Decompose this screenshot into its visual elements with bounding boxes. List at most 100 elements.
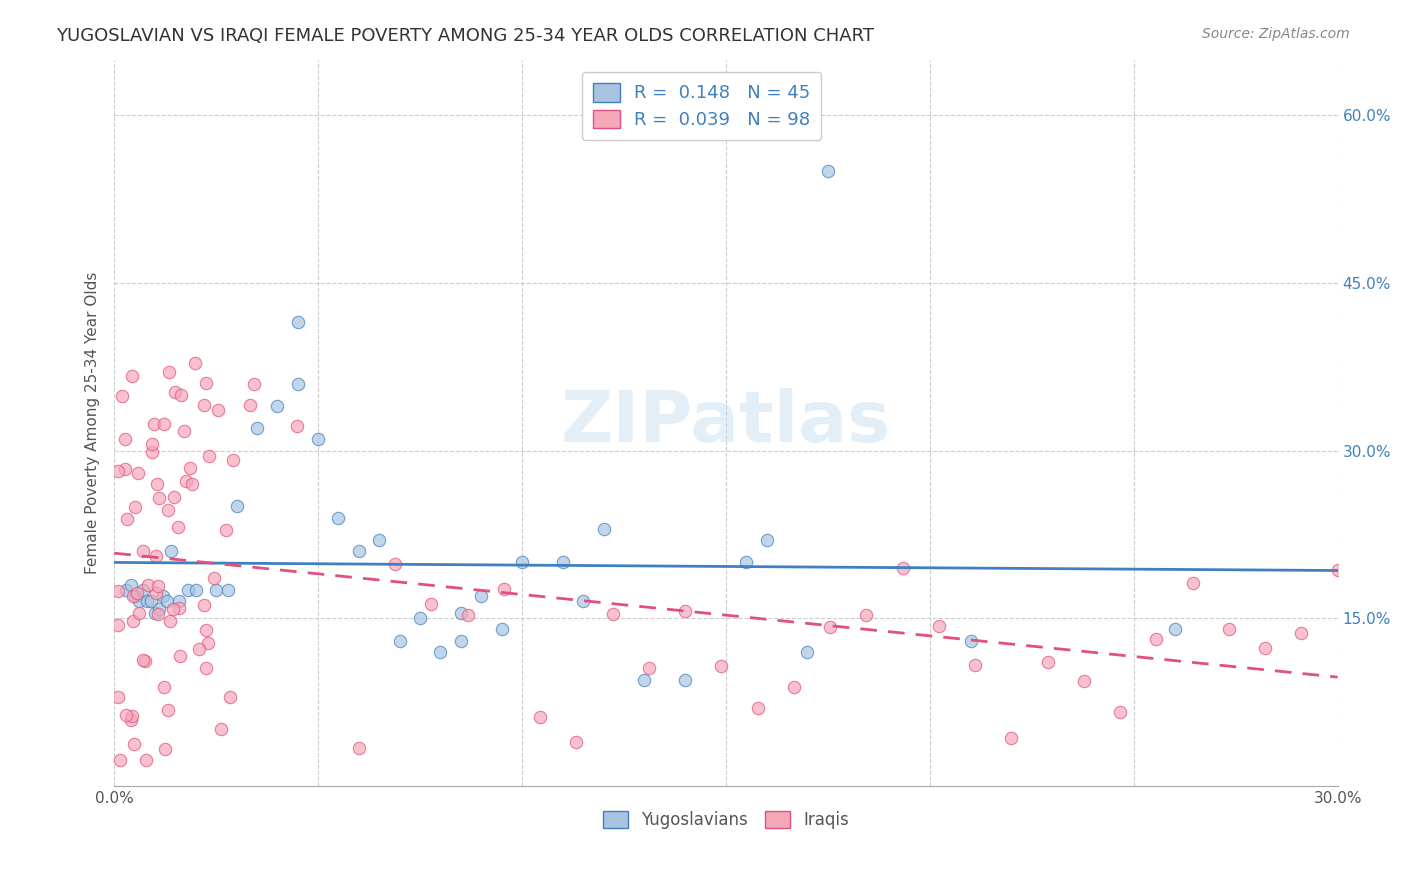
Iraqis — [1073, 674, 1095, 689]
Legend: Yugoslavians, Iraqis: Yugoslavians, Iraqis — [596, 804, 855, 836]
Iraqis — [162, 602, 184, 616]
Yugoslavians — [120, 577, 142, 591]
Text: YUGOSLAVIAN VS IRAQI FEMALE POVERTY AMONG 25-34 YEAR OLDS CORRELATION CHART: YUGOSLAVIAN VS IRAQI FEMALE POVERTY AMON… — [56, 27, 875, 45]
Iraqis — [457, 608, 479, 623]
Iraqis — [107, 584, 129, 599]
Iraqis — [132, 544, 155, 558]
Iraqis — [202, 571, 225, 585]
Iraqis — [420, 598, 443, 612]
Yugoslavians — [959, 633, 981, 648]
Iraqis — [121, 369, 143, 384]
Iraqis — [145, 477, 167, 491]
Yugoslavians — [1163, 623, 1185, 637]
Iraqis — [169, 648, 191, 663]
Iraqis — [184, 356, 207, 370]
Y-axis label: Female Poverty Among 25-34 Year Olds: Female Poverty Among 25-34 Year Olds — [86, 271, 100, 574]
Iraqis — [747, 701, 769, 715]
Iraqis — [602, 607, 624, 621]
Iraqis — [145, 586, 167, 600]
Yugoslavians — [176, 583, 198, 598]
Iraqis — [179, 461, 201, 475]
Yugoslavians — [510, 555, 533, 569]
Iraqis — [145, 549, 167, 564]
Iraqis — [114, 432, 136, 446]
Iraqis — [855, 608, 877, 623]
Iraqis — [122, 737, 145, 751]
Iraqis — [132, 653, 155, 667]
Iraqis — [492, 582, 515, 597]
Iraqis — [136, 578, 159, 592]
Iraqis — [638, 661, 661, 675]
Yugoslavians — [205, 583, 228, 598]
Iraqis — [163, 490, 186, 504]
Iraqis — [134, 655, 156, 669]
Iraqis — [193, 398, 215, 412]
Iraqis — [1144, 632, 1167, 647]
Text: ZIPatlas: ZIPatlas — [561, 388, 891, 458]
Iraqis — [153, 417, 176, 431]
Iraqis — [384, 558, 406, 572]
Yugoslavians — [328, 510, 350, 524]
Yugoslavians — [266, 399, 288, 413]
Iraqis — [122, 614, 145, 628]
Iraqis — [153, 680, 176, 694]
Iraqis — [114, 462, 136, 476]
Iraqis — [194, 623, 217, 637]
Yugoslavians — [156, 594, 179, 608]
Iraqis — [928, 619, 950, 633]
Yugoslavians — [735, 555, 758, 569]
Yugoslavians — [388, 633, 411, 648]
Iraqis — [148, 491, 170, 506]
Iraqis — [195, 661, 218, 675]
Iraqis — [143, 417, 166, 431]
Yugoslavians — [115, 583, 138, 598]
Iraqis — [219, 690, 242, 704]
Iraqis — [159, 614, 181, 628]
Yugoslavians — [169, 594, 191, 608]
Yugoslavians — [246, 421, 269, 435]
Iraqis — [965, 657, 987, 672]
Iraqis — [215, 523, 238, 537]
Yugoslavians — [135, 594, 157, 608]
Iraqis — [107, 617, 129, 632]
Iraqis — [1218, 622, 1240, 636]
Iraqis — [222, 452, 245, 467]
Iraqis — [157, 502, 180, 516]
Iraqis — [565, 735, 588, 749]
Iraqis — [121, 709, 143, 723]
Iraqis — [117, 512, 139, 526]
Iraqis — [783, 680, 806, 694]
Yugoslavians — [347, 544, 370, 558]
Yugoslavians — [470, 589, 492, 603]
Iraqis — [146, 607, 169, 621]
Yugoslavians — [817, 164, 839, 178]
Yugoslavians — [429, 645, 451, 659]
Iraqis — [173, 425, 195, 439]
Yugoslavians — [139, 594, 162, 608]
Yugoslavians — [184, 583, 207, 598]
Iraqis — [165, 384, 187, 399]
Yugoslavians — [143, 606, 166, 620]
Yugoslavians — [368, 533, 391, 547]
Iraqis — [1326, 563, 1348, 577]
Iraqis — [108, 753, 131, 767]
Iraqis — [891, 561, 914, 575]
Iraqis — [153, 742, 176, 756]
Iraqis — [141, 445, 163, 459]
Iraqis — [209, 723, 232, 737]
Yugoslavians — [160, 544, 183, 558]
Iraqis — [529, 710, 551, 724]
Yugoslavians — [132, 583, 155, 598]
Iraqis — [673, 604, 696, 618]
Yugoslavians — [287, 315, 309, 329]
Iraqis — [193, 598, 215, 612]
Iraqis — [120, 713, 142, 727]
Iraqis — [1254, 640, 1277, 655]
Iraqis — [107, 690, 129, 704]
Yugoslavians — [633, 673, 655, 687]
Yugoslavians — [225, 500, 247, 514]
Iraqis — [122, 589, 145, 603]
Iraqis — [170, 388, 193, 402]
Iraqis — [156, 703, 179, 717]
Iraqis — [1181, 576, 1204, 591]
